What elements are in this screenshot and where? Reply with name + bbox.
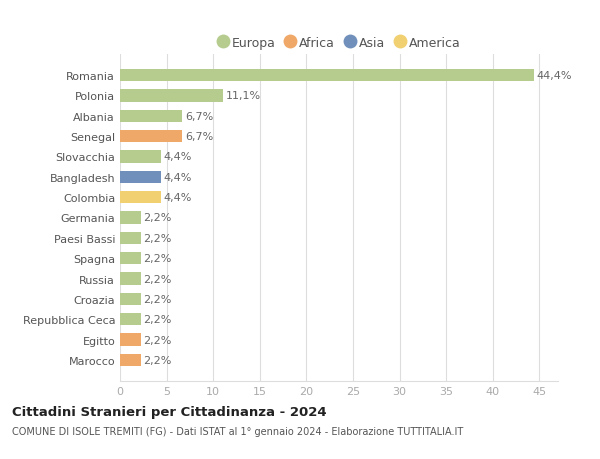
Text: 4,4%: 4,4% [164,173,192,182]
Bar [120,171,161,184]
Bar [120,313,140,325]
Text: 2,2%: 2,2% [143,355,172,365]
Bar [120,131,182,143]
Text: 4,4%: 4,4% [164,193,192,203]
Text: 11,1%: 11,1% [226,91,262,101]
Bar [120,293,140,305]
Text: Cittadini Stranieri per Cittadinanza - 2024: Cittadini Stranieri per Cittadinanza - 2… [12,405,326,419]
Text: 2,2%: 2,2% [143,254,172,263]
Text: 44,4%: 44,4% [536,71,572,81]
Bar [120,90,223,102]
Text: 2,2%: 2,2% [143,274,172,284]
Bar [120,354,140,366]
Bar [120,334,140,346]
Text: 6,7%: 6,7% [185,132,214,142]
Text: 2,2%: 2,2% [143,335,172,345]
Bar [120,151,161,163]
Legend: Europa, Africa, Asia, America: Europa, Africa, Asia, America [212,32,466,55]
Bar [120,111,182,123]
Text: 2,2%: 2,2% [143,314,172,325]
Text: 2,2%: 2,2% [143,213,172,223]
Bar [120,192,161,204]
Bar [120,70,534,82]
Text: 2,2%: 2,2% [143,294,172,304]
Bar [120,273,140,285]
Text: 6,7%: 6,7% [185,112,214,122]
Text: COMUNE DI ISOLE TREMITI (FG) - Dati ISTAT al 1° gennaio 2024 - Elaborazione TUTT: COMUNE DI ISOLE TREMITI (FG) - Dati ISTA… [12,426,463,436]
Text: 2,2%: 2,2% [143,233,172,243]
Text: 4,4%: 4,4% [164,152,192,162]
Bar [120,212,140,224]
Bar [120,252,140,265]
Bar [120,232,140,244]
